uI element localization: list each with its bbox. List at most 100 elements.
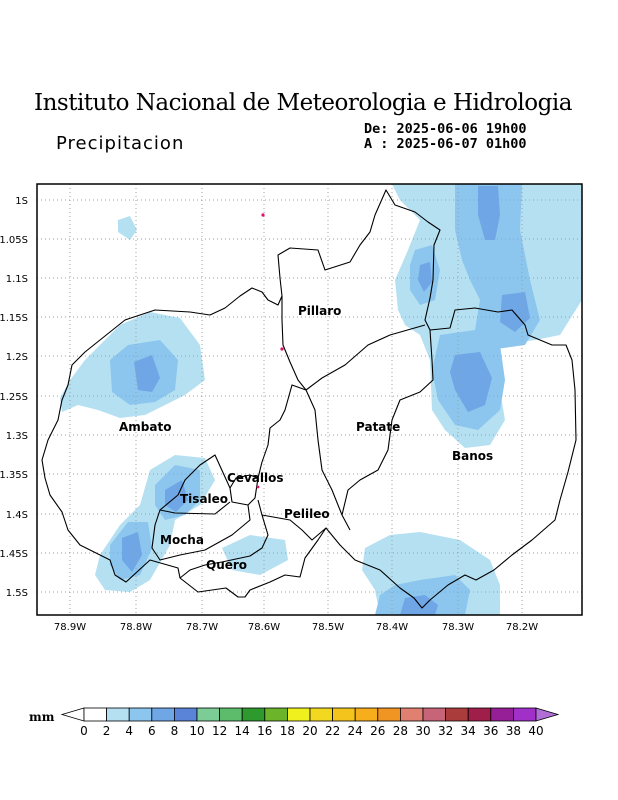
colorbar-swatch xyxy=(173,707,198,722)
colorbar-swatch xyxy=(332,707,356,722)
colorbar-swatch xyxy=(151,707,175,722)
colorbar-swatch xyxy=(399,707,424,722)
lon-tick-label: 78.6W xyxy=(248,622,280,633)
colorbar-swatch xyxy=(128,707,153,722)
colorbar-label: 40 xyxy=(528,724,543,738)
colorbar-unit: mm xyxy=(29,710,55,724)
colorbar-label: 18 xyxy=(280,724,295,738)
station-marker-3 xyxy=(256,485,260,489)
boundary-mocha xyxy=(151,504,251,561)
lon-tick-label: 78.8W xyxy=(120,622,152,633)
colorbar-swatch xyxy=(286,707,311,722)
colorbar-swatch xyxy=(241,707,266,722)
colorbar-high-arrow xyxy=(535,707,560,722)
boundary-patate-banos xyxy=(341,329,434,531)
label-quero: Quero xyxy=(206,558,247,572)
colorbar-swatch xyxy=(219,707,243,722)
lon-tick-label: 78.3W xyxy=(442,622,474,633)
label-pelileo: Pelileo xyxy=(284,507,330,521)
lon-tick-label: 78.9W xyxy=(54,622,86,633)
lat-tick-label: 1.3S xyxy=(6,431,28,442)
colorbar-label: 30 xyxy=(415,724,430,738)
colorbar-label: 38 xyxy=(506,724,521,738)
colorbar-swatch xyxy=(196,707,221,722)
colorbar-label: 2 xyxy=(103,724,111,738)
label-cevallos: Cevallos xyxy=(227,471,283,485)
colorbar-swatch xyxy=(83,707,108,722)
colorbar-swatch xyxy=(445,707,469,722)
boundary-pillaro-patate xyxy=(305,324,426,391)
precip-area-ne-6mm xyxy=(478,186,500,240)
colorbar-label: 16 xyxy=(257,724,272,738)
label-pillaro: Pillaro xyxy=(298,304,341,318)
colorbar-label: 32 xyxy=(438,724,453,738)
colorbar-swatch xyxy=(264,707,288,722)
lat-tick-label: 1.35S xyxy=(0,470,28,481)
colorbar-label: 36 xyxy=(483,724,498,738)
colorbar-swatch xyxy=(490,707,514,722)
lat-tick-label: 1.25S xyxy=(0,392,28,403)
label-ambato: Ambato xyxy=(119,420,171,434)
colorbar-label: 26 xyxy=(370,724,385,738)
precip-area-se-4mm xyxy=(375,575,470,615)
precip-area-nw-2mm xyxy=(118,216,137,240)
colorbar-label: 14 xyxy=(235,724,250,738)
colorbar-label: 34 xyxy=(461,724,476,738)
precip-area-nnw-6mm xyxy=(418,262,432,292)
colorbar-swatch xyxy=(513,707,537,722)
boundary-tisaleo xyxy=(159,454,231,515)
label-banos: Banos xyxy=(452,449,493,463)
lat-tick-label: 1.4S xyxy=(6,510,28,521)
lon-ticks: 78.9W 78.8W 78.7W 78.6W 78.5W 78.4W 78.3… xyxy=(54,622,538,633)
precip-area-ambato-6mm xyxy=(134,355,160,392)
lon-tick-label: 78.7W xyxy=(186,622,218,633)
station-marker-1 xyxy=(261,213,265,217)
boundaries xyxy=(41,189,577,609)
map-frame xyxy=(36,183,583,616)
label-tisaleo: Tisaleo xyxy=(180,492,228,506)
boundary-pillaro-ambato xyxy=(281,296,307,391)
lat-tick-label: 1.5S xyxy=(6,588,28,599)
colorbar-label: 4 xyxy=(125,724,133,738)
date-to: A : 2025-06-07 01h00 xyxy=(364,136,527,152)
colorbar-label: 24 xyxy=(348,724,363,738)
lon-tick-label: 78.2W xyxy=(506,622,538,633)
boundary-cevallos xyxy=(229,474,259,506)
lat-tick-label: 1.05S xyxy=(0,235,28,246)
precip-area-east-6mm xyxy=(450,352,492,412)
grid-lines xyxy=(37,184,582,615)
lat-tick-label: 1.45S xyxy=(0,549,28,560)
colorbar-label: 6 xyxy=(148,724,156,738)
label-mocha: Mocha xyxy=(160,533,204,547)
colorbar: mm 0 2 4 6 8 10 12 14 16 18 20 22 24 26 28 30 32 34 36 38 40 xyxy=(29,707,560,738)
colorbar-label: 22 xyxy=(325,724,340,738)
colorbar-label: 10 xyxy=(189,724,204,738)
colorbar-swatch xyxy=(377,707,401,722)
title: Instituto Nacional de Meteorologia e Hid… xyxy=(34,90,572,116)
precip-shading xyxy=(60,184,582,615)
colorbar-swatch xyxy=(106,707,130,722)
lon-tick-label: 78.4W xyxy=(376,622,408,633)
label-patate: Patate xyxy=(356,420,400,434)
lon-tick-label: 78.5W xyxy=(312,622,344,633)
precip-area-sw-6mm xyxy=(122,532,142,572)
station-marker-2 xyxy=(280,347,284,351)
boundary-ambato-pelileo xyxy=(257,384,307,479)
boundary-patate-pelileo xyxy=(305,389,343,516)
precip-area-quero-2mm xyxy=(222,535,288,575)
colorbar-label: 20 xyxy=(302,724,317,738)
lat-tick-label: 1.1S xyxy=(6,274,28,285)
lat-ticks: 1S 1.05S 1.1S 1.15S 1.2S 1.25S 1.3S 1.35… xyxy=(0,196,28,599)
canton-labels: Pillaro Ambato Patate Banos Cevallos Tis… xyxy=(119,304,493,572)
colorbar-label: 8 xyxy=(171,724,179,738)
boundary-quero xyxy=(179,499,269,579)
lat-tick-label: 1.2S xyxy=(6,352,28,363)
colorbar-swatch xyxy=(354,707,379,722)
colorbar-swatch xyxy=(422,707,447,722)
province-outline xyxy=(41,189,577,609)
colorbar-label: 0 xyxy=(80,724,88,738)
lat-tick-label: 1.15S xyxy=(0,313,28,324)
colorbar-swatch xyxy=(309,707,334,722)
subtitle: Precipitacion xyxy=(56,133,185,154)
